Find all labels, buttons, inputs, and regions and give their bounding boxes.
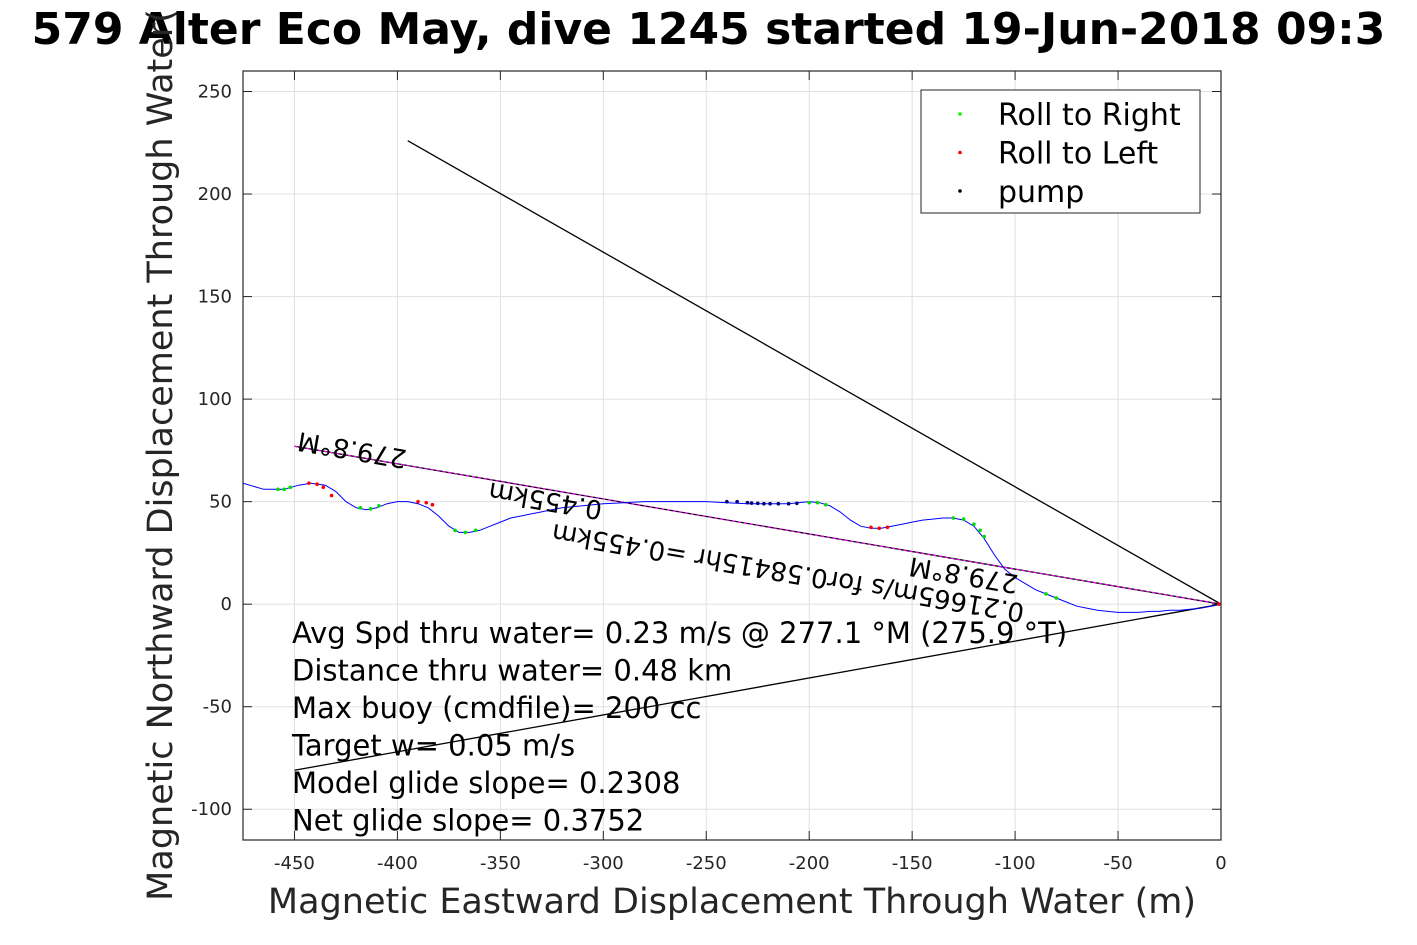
y-axis-label: Magnetic Northward Displacement Through … [141,9,181,901]
roll-right-point [473,528,478,533]
lower-line [294,603,1221,771]
roll-left-point [869,525,873,530]
heading-annotation: 0.455km [486,475,604,524]
roll-left-point [329,493,334,498]
roll-right-point [1054,596,1059,600]
stat-line: Target w= 0.05 m/s [291,729,575,763]
roll-left-point [424,500,429,505]
roll-left-point [307,481,311,485]
stat-line: Avg Spd thru water= 0.23 m/s @ 277.1 °M … [292,616,1067,650]
pump-point [768,501,772,506]
x-axis-label: Magnetic Eastward Displacement Through W… [268,882,1196,922]
roll-right-point [377,503,381,508]
roll-right-point [358,505,363,510]
upper-line [407,140,1221,605]
stat-line: Net glide slope= 0.3752 [292,804,644,838]
roll-left-point [416,499,420,504]
pump-point [776,501,781,506]
roll-right-point [972,522,976,526]
heading-annotation: 279.8°M [296,425,409,473]
pump-point [749,501,754,505]
roll-left-point [321,485,326,490]
pump-point [762,501,766,506]
stat-line: Distance thru water= 0.48 km [292,654,732,688]
roll-right-point [961,517,966,521]
roll-right-point [807,500,812,505]
roll-right-point [453,528,457,533]
x-tick-label: -400 [377,853,418,874]
x-tick-label: -200 [789,853,830,874]
legend-label: pump [998,175,1084,210]
roll-right-point [463,530,468,535]
legend-label: Roll to Right [998,98,1181,133]
stat-line: Max buoy (cmdfile)= 200 cc [292,691,701,725]
roll-right-point [1044,592,1048,596]
roll-right-point [982,534,987,539]
x-tick-label: -250 [686,853,727,874]
x-tick-label: 0 [1215,853,1226,874]
x-tick-label: -100 [995,853,1036,874]
pump-point [786,501,791,506]
roll-right-point [815,500,820,505]
roll-right-point [282,487,286,492]
heading-overlay-line [294,445,1221,605]
legend-box [920,89,1201,214]
y-tick-label: 200 [198,184,232,205]
y-tick-label: 100 [198,389,232,410]
x-tick-label: -150 [892,853,933,874]
axis-ticks: -450 -400 -350 -300 -250 -200 -150 -100 -50 0 250 2… [191,71,1227,874]
roll-right-point [368,507,373,511]
track-markers [276,481,1221,606]
roll-left-point [315,482,319,487]
y-tick-label: -50 [203,697,232,718]
pump-point [745,500,750,505]
x-tick-label: -300 [583,853,624,874]
legend-label: Roll to Left [998,137,1158,172]
y-tick-label: 250 [198,82,232,103]
stat-line: Model glide slope= 0.2308 [292,766,680,800]
roll-right-point [288,485,293,490]
roll-left-point [1217,602,1221,606]
x-tick-label: -450 [274,853,315,874]
pump-point [735,499,739,504]
y-tick-label: 0 [221,594,232,615]
chart-title: 579 Alter Eco May, dive 1245 started 19-… [31,4,1386,55]
y-tick-label: -100 [191,799,232,820]
pump-point [725,499,729,504]
roll-right-point [951,516,956,520]
y-tick-label: 150 [198,287,232,308]
x-tick-label: -50 [1103,853,1132,874]
dive-stats: Avg Spd thru water= 0.23 m/s @ 277.1 °M … [291,616,1067,838]
roll-left-point [877,526,882,531]
pump-point [795,501,799,506]
legend-marker [958,189,962,193]
plot-area-frame [242,70,1222,841]
roll-left-point [885,525,890,530]
reference-lines [294,140,1221,771]
roll-right-point [978,528,982,533]
roll-right-point [276,487,280,492]
x-tick-label: -350 [480,853,521,874]
roll-right-point [823,502,828,507]
pump-point [755,501,760,506]
legend-marker [958,150,962,155]
y-tick-label: 50 [209,492,232,513]
legend-marker [958,112,962,116]
roll-left-point [430,502,435,507]
